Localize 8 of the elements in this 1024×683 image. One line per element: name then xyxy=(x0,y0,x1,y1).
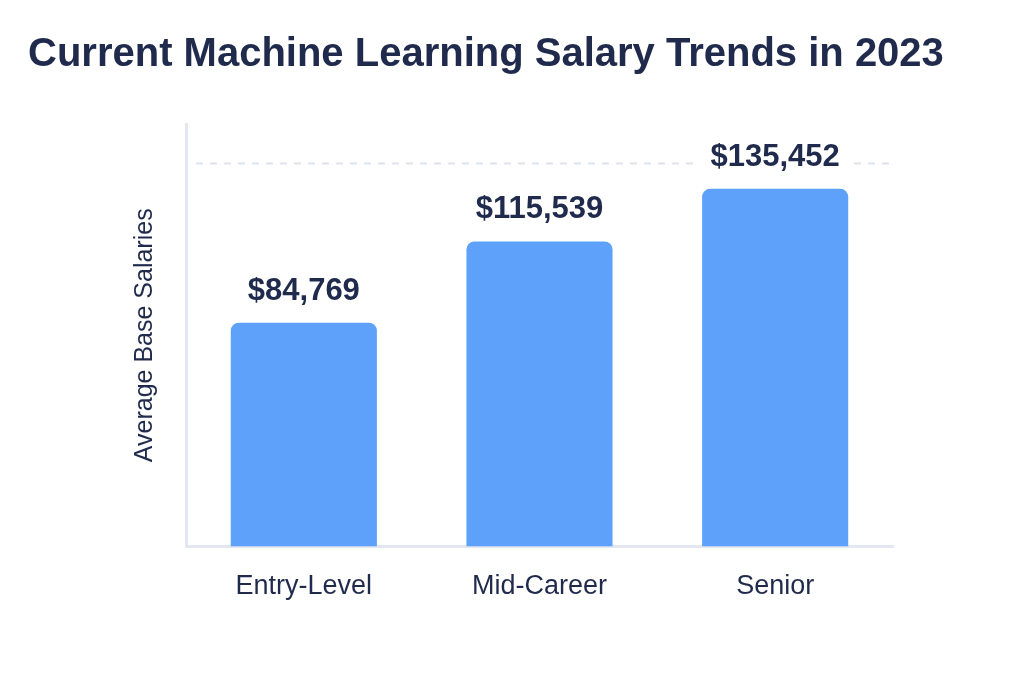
y-axis-title: Average Base Salaries xyxy=(128,208,157,463)
data-label: $84,769 xyxy=(247,271,360,307)
data-label: $135,452 xyxy=(710,137,840,173)
chart-title: Current Machine Learning Salary Trends in 2023 xyxy=(28,30,944,75)
x-tick-label: Mid-Career xyxy=(471,570,608,601)
x-tick-label: Senior xyxy=(736,570,815,601)
data-label: $115,539 xyxy=(475,190,604,226)
x-tick-label: Entry-Level xyxy=(235,570,373,601)
